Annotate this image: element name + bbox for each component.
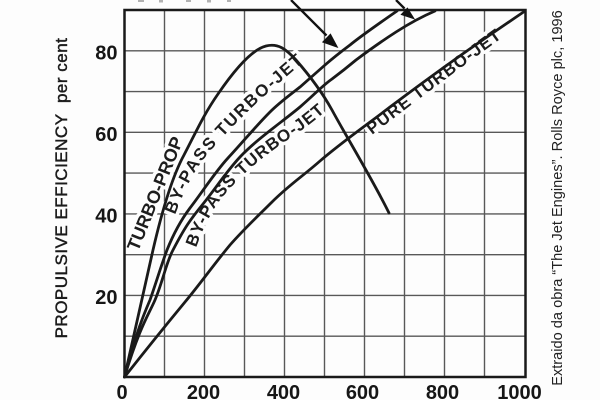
svg-text:0: 0 [116,382,127,400]
svg-text:Extraido da obra “The Jet Engi: Extraido da obra “The Jet Engines”. Roll… [550,10,566,386]
svg-text:80: 80 [95,43,117,65]
svg-text:60: 60 [95,124,117,146]
svg-text:400: 400 [267,382,300,400]
svg-text:1000: 1000 [497,382,542,400]
svg-text:20: 20 [95,287,117,309]
svg-text:40: 40 [95,206,117,228]
svg-text:600: 600 [346,382,379,400]
svg-text:200: 200 [187,382,220,400]
svg-text:800: 800 [426,382,459,400]
svg-text:PROPULSIVE EFFICIENCY per cen: PROPULSIVE EFFICIENCY per cent [52,38,71,339]
